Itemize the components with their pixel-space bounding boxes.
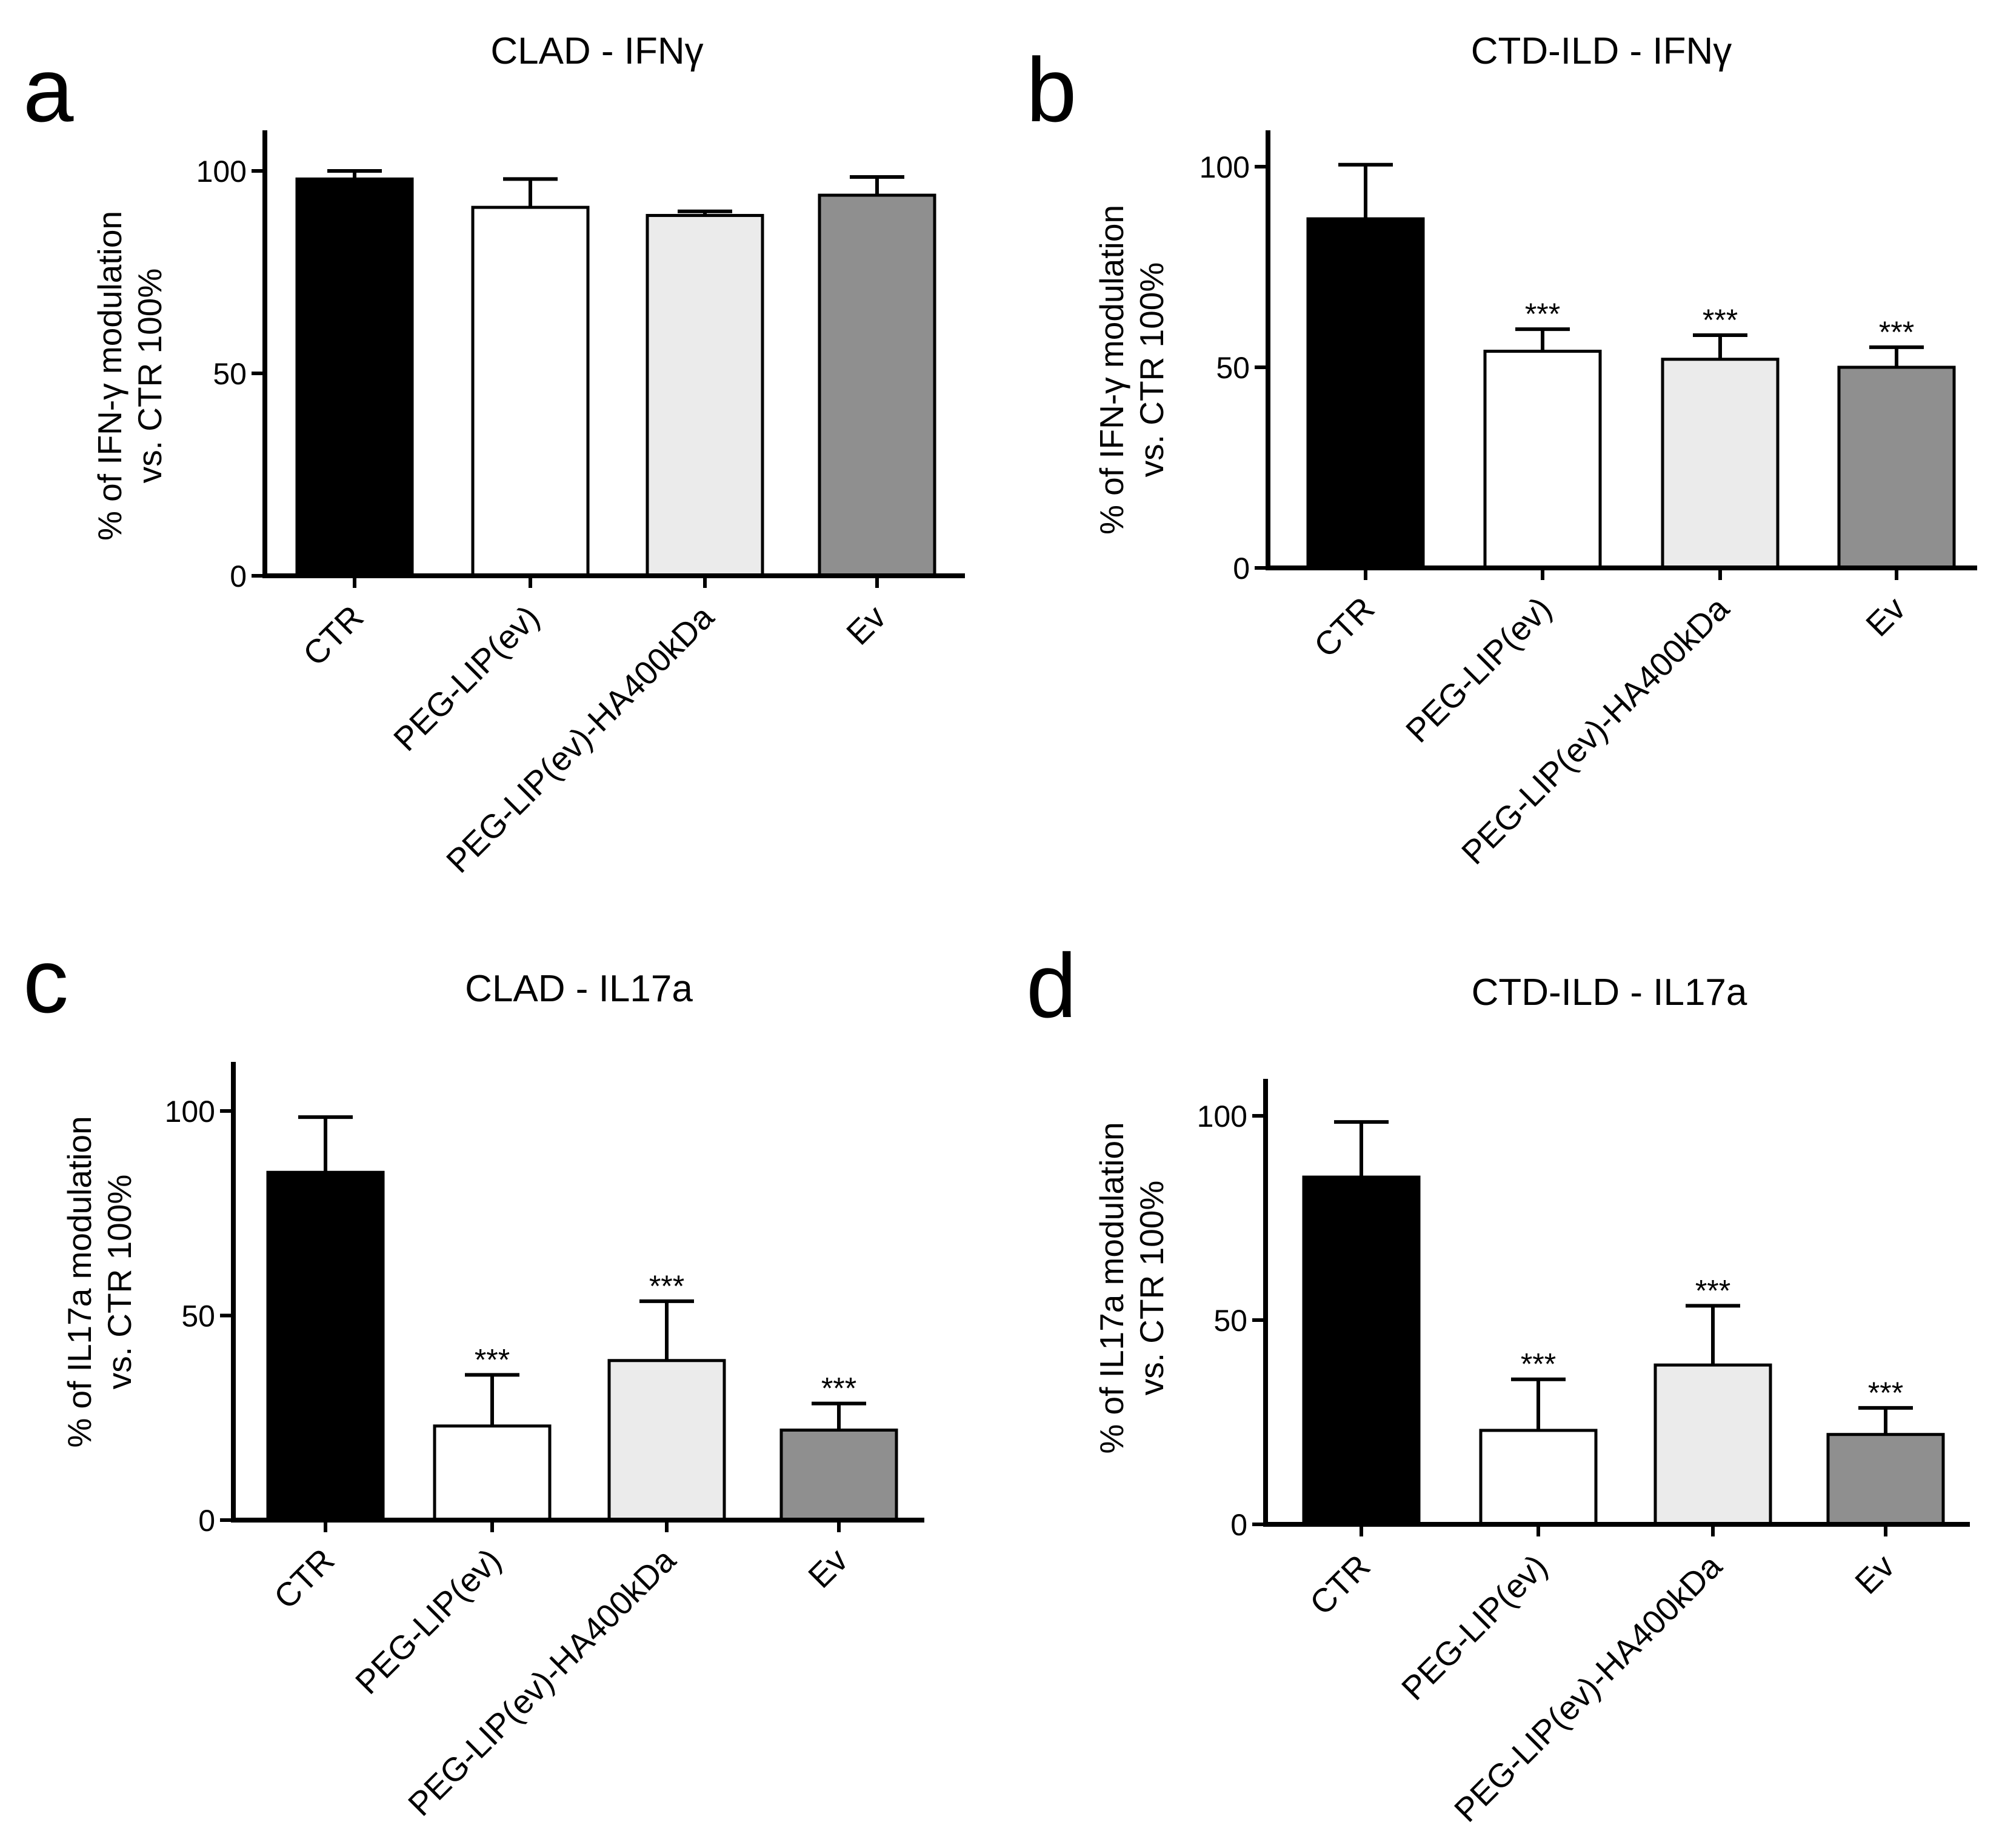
bar-ev bbox=[779, 1429, 898, 1522]
panel-letter: c bbox=[23, 930, 68, 1032]
panel-letter: d bbox=[1026, 935, 1076, 1036]
significance-label: *** bbox=[1868, 1376, 1903, 1410]
significance-label: *** bbox=[1695, 1273, 1730, 1307]
bar-peg-lip-ev-ha400kda bbox=[1661, 358, 1780, 570]
x-tick-label: CTR bbox=[1307, 590, 1382, 665]
significance-label: *** bbox=[1525, 297, 1560, 331]
panel-b: b CTD-ILD - IFNγ % of IFN-γ modulationvs. … bbox=[1026, 30, 1977, 872]
y-tick-label: 50 bbox=[181, 1299, 215, 1333]
y-tick-label: 50 bbox=[1213, 1304, 1247, 1338]
y-tick-label: 0 bbox=[1233, 552, 1250, 585]
significance-label: *** bbox=[649, 1269, 684, 1303]
panel-letter: b bbox=[1026, 39, 1076, 141]
bar-ev bbox=[1837, 365, 1956, 570]
y-tick-label: 50 bbox=[1216, 351, 1250, 385]
significance-label: *** bbox=[475, 1343, 510, 1376]
significance-label: *** bbox=[821, 1372, 856, 1406]
significance-label: *** bbox=[1703, 303, 1738, 337]
y-tick-label: 0 bbox=[230, 559, 247, 593]
panel-letter: a bbox=[23, 39, 74, 141]
bar-peg-lip-ev-ha400kda bbox=[607, 1359, 726, 1522]
x-tick-label: PEG-LIP(ev) bbox=[1394, 1547, 1554, 1707]
bar-ctr bbox=[266, 1170, 385, 1522]
x-tick-label: Ev bbox=[1858, 589, 1913, 644]
y-tick-label: 100 bbox=[196, 155, 247, 188]
bar-ctr bbox=[295, 177, 414, 578]
x-tick-label: CTR bbox=[267, 1541, 342, 1616]
y-axis-label: % of IFN-γ modulationvs. CTR 100% bbox=[91, 211, 169, 541]
x-tick-label: PEG-LIP(ev) bbox=[1398, 590, 1558, 750]
y-axis-label: % of IL17a modulationvs. CTR 100% bbox=[1093, 1122, 1170, 1453]
bar-ev bbox=[818, 193, 936, 578]
y-tick-label: 100 bbox=[1200, 150, 1250, 184]
panel-d: d CTD-ILD - IL17a % of IL17a modulationvs.… bbox=[1026, 935, 1970, 1829]
x-tick-label: PEG-LIP(ev) bbox=[386, 598, 546, 758]
y-tick-label: 100 bbox=[1197, 1099, 1247, 1133]
bar-peg-lip-ev- bbox=[471, 205, 590, 578]
y-tick-label: 50 bbox=[213, 357, 247, 391]
panel-c: c CLAD - IL17a % of IL17a modulationvs. CT… bbox=[23, 930, 924, 1823]
panel-a: a CLAD - IFNγ % of IFN-γ modulationvs. CTR… bbox=[23, 30, 965, 880]
x-tick-label: Ev bbox=[839, 598, 893, 652]
x-tick-label: CTR bbox=[1303, 1547, 1378, 1623]
y-tick-label: 0 bbox=[198, 1504, 215, 1538]
chart-title: CLAD - IFNγ bbox=[490, 30, 703, 72]
bar-peg-lip-ev-ha400kda bbox=[1653, 1363, 1772, 1526]
bar-peg-lip-ev-ha400kda bbox=[646, 213, 764, 578]
bar-ctr bbox=[1306, 217, 1425, 570]
x-tick-label: Ev bbox=[1847, 1547, 1902, 1601]
bar-peg-lip-ev- bbox=[433, 1424, 552, 1522]
x-tick-label: PEG-LIP(ev) bbox=[348, 1541, 508, 1701]
significance-label: *** bbox=[1521, 1347, 1556, 1381]
y-axis-label: % of IFN-γ modulationvs. CTR 100% bbox=[1093, 205, 1170, 535]
chart-title: CTD-ILD - IFNγ bbox=[1471, 30, 1732, 72]
bar-ev bbox=[1826, 1433, 1945, 1526]
significance-label: *** bbox=[1879, 315, 1914, 349]
x-tick-label: CTR bbox=[296, 598, 371, 673]
chart-title: CTD-ILD - IL17a bbox=[1472, 972, 1747, 1013]
bar-ctr bbox=[1302, 1175, 1421, 1526]
chart-title: CLAD - IL17a bbox=[465, 968, 693, 1010]
bar-peg-lip-ev- bbox=[1479, 1429, 1598, 1526]
x-tick-label: Ev bbox=[801, 1541, 855, 1595]
y-tick-label: 0 bbox=[1230, 1508, 1247, 1542]
y-axis-label: % of IL17a modulationvs. CTR 100% bbox=[61, 1116, 138, 1447]
bar-peg-lip-ev- bbox=[1483, 350, 1602, 570]
y-tick-label: 100 bbox=[165, 1095, 215, 1129]
